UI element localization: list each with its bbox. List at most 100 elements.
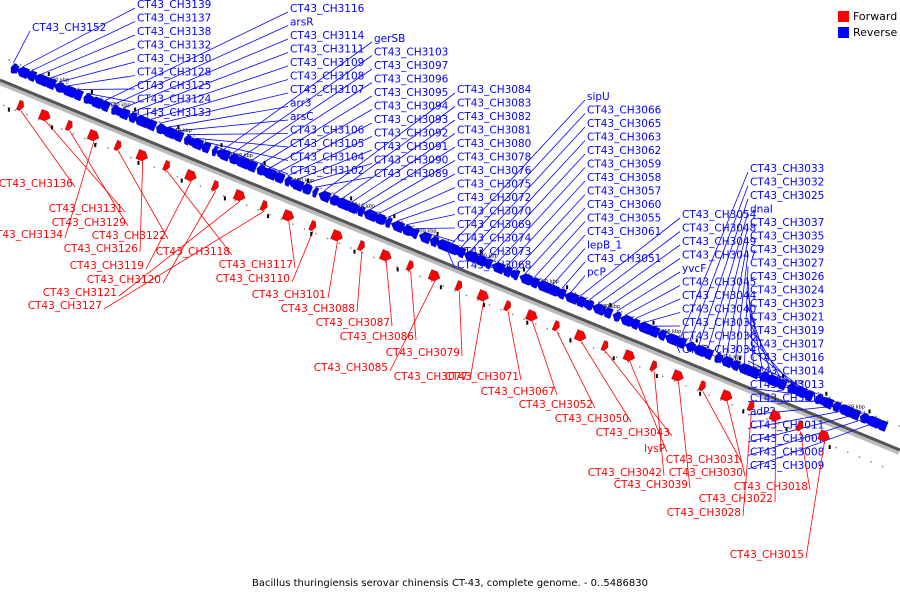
reverse-gene-arrow — [743, 366, 755, 377]
leader-line — [369, 160, 456, 211]
leader-line — [716, 225, 749, 353]
leader-line — [296, 149, 373, 181]
reverse-gene-label: CT43_CH3103 — [374, 47, 448, 59]
leader-line — [734, 252, 749, 361]
reverse-gene-arrow — [509, 269, 521, 280]
leader-line — [122, 38, 289, 109]
reverse-gene-arrow — [581, 299, 595, 311]
leader-line — [269, 109, 373, 169]
leader-line — [616, 271, 681, 312]
leader-line — [726, 401, 746, 477]
forward-swatch — [838, 10, 849, 22]
forward-gene-label: CT43_CH3015 — [730, 549, 804, 561]
scale-label: 3080 kbp — [535, 279, 559, 285]
leader-line — [139, 160, 144, 253]
leader-line — [534, 221, 586, 278]
reverse-gene-arrow — [698, 348, 712, 359]
reverse-gene-arrow — [553, 287, 564, 298]
leader-line — [747, 387, 827, 399]
reverse-gene-label: CT43_CH3029 — [750, 244, 824, 256]
leader-line — [241, 68, 373, 158]
reverse-gene-arrow — [436, 239, 446, 250]
leader-line — [556, 330, 596, 409]
reverse-gene-arrow — [422, 233, 431, 243]
scale-label: 3050 kbp — [719, 354, 743, 360]
reverse-gene-label: CT43_CH3008 — [750, 447, 824, 459]
leader-line — [747, 320, 782, 380]
legend-reverse: Reverse — [838, 24, 897, 40]
reverse-gene-label: CT43_CH3139 — [137, 0, 211, 11]
feature-tick — [825, 391, 828, 396]
feature-tick — [436, 231, 439, 236]
reverse-gene-label: CT43_CH3016 — [750, 352, 825, 364]
leader-line — [725, 239, 749, 357]
leader-line — [166, 170, 233, 256]
leader-line — [643, 312, 681, 323]
forward-gene-label: CT43_CH3085 — [314, 362, 388, 374]
reverse-gene-arrow — [450, 245, 462, 256]
forward-gene-arrow — [135, 149, 148, 162]
reverse-gene-label: CT43_CH3082 — [457, 111, 531, 123]
reverse-gene-label: CT43_CH3026 — [750, 271, 825, 283]
feature-tick — [137, 160, 140, 165]
forward-gene-arrow — [330, 229, 343, 242]
reverse-gene-arrow — [84, 94, 94, 105]
leader-line — [31, 21, 136, 72]
forward-gene-label: CT43_CH3129 — [52, 217, 126, 229]
reverse-gene-label: adP2 — [750, 406, 776, 418]
reverse-gene-label: CT43_CH3097 — [374, 60, 448, 72]
reverse-gene-label: CT43_CH3021 — [750, 312, 824, 324]
feature-tick — [785, 427, 788, 432]
leader-line — [12, 30, 31, 64]
leader-line — [747, 416, 873, 456]
forward-gene-label: CT43_CH3110 — [216, 273, 290, 285]
forward-gene-arrow — [697, 380, 706, 392]
reverse-gene-label: CT43_CH3096 — [374, 74, 449, 86]
reverse-gene-arrow — [671, 336, 681, 346]
reverse-gene-arrow — [70, 88, 79, 99]
reverse-gene-label: CT43_CH3137 — [137, 13, 211, 25]
leader-line — [104, 11, 289, 102]
feature-tick — [396, 267, 399, 272]
reverse-gene-arrow — [288, 179, 302, 190]
reverse-gene-arrow — [567, 293, 579, 304]
leader-line — [40, 34, 136, 75]
reverse-gene-label: CT43_CH3062 — [587, 145, 661, 157]
scale-label: 3060 kbp — [658, 329, 682, 335]
reverse-gene-label: CT43_CH3038 — [682, 317, 756, 329]
reverse-gene-arrow — [274, 173, 286, 184]
leader-line — [561, 261, 586, 289]
reverse-gene-arrow — [170, 130, 184, 142]
reverse-gene-label: sipU — [587, 91, 610, 103]
forward-gene-label: CT43_CH3050 — [555, 413, 629, 425]
legend: Forward Reverse — [838, 8, 897, 40]
feature-tick — [90, 89, 93, 94]
forward-gene-arrow — [210, 180, 219, 192]
forward-gene-arrow — [551, 320, 560, 332]
forward-gene-label: CT43_CH3086 — [340, 331, 415, 343]
reverse-gene-arrow — [716, 354, 724, 364]
forward-gene-arrow — [86, 129, 100, 142]
reverse-gene-arrow — [685, 342, 697, 353]
feature-tick — [306, 178, 309, 183]
forward-gene-label: CT43_CH3043 — [596, 427, 670, 439]
leader-line — [470, 126, 586, 252]
forward-gene-label: CT43_CH3031 — [666, 454, 740, 466]
leader-line — [162, 190, 217, 284]
feature-tick — [612, 356, 615, 361]
feature-tick — [177, 125, 180, 130]
leader-line — [68, 75, 136, 87]
forward-gene-arrow — [281, 209, 295, 222]
leader-line — [460, 113, 586, 248]
leader-line — [605, 350, 673, 437]
leader-line — [186, 133, 289, 135]
reverse-gene-label: CT43_CH3076 — [457, 165, 532, 177]
reverse-gene-arrow — [802, 390, 814, 401]
forward-gene-arrow — [308, 220, 317, 232]
reverse-gene-label: CT43_CH3083 — [457, 98, 531, 110]
reverse-gene-label: CT43_CH3124 — [137, 94, 212, 106]
leader-line — [131, 52, 289, 113]
reverse-gene-label: CT43_CH3027 — [750, 258, 824, 270]
reverse-gene-arrow — [847, 408, 857, 419]
